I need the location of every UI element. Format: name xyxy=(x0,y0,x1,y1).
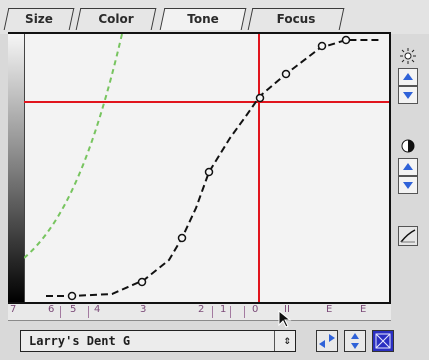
curve-point[interactable] xyxy=(317,41,327,51)
profile-label: Larry's Dent G xyxy=(29,334,131,348)
zone-tick-mark xyxy=(230,306,231,318)
zone-tick: E xyxy=(360,304,367,315)
mouse-pointer-icon xyxy=(278,309,292,332)
scale-button[interactable] xyxy=(344,330,366,352)
zone-tick-mark xyxy=(244,306,245,318)
tab-tone[interactable]: Tone xyxy=(159,8,247,30)
select-divider xyxy=(274,331,275,351)
zone-tick: II xyxy=(284,304,290,315)
tab-bar: Size Color Tone Focus xyxy=(0,0,429,34)
chevron-updown-icon: ⇕ xyxy=(283,333,291,347)
brightness-down-button[interactable] xyxy=(398,86,418,104)
scale-icon xyxy=(351,333,359,349)
zone-tick: E xyxy=(326,304,333,315)
zone-tick-mark xyxy=(88,306,89,318)
zone-tick: 4 xyxy=(94,304,101,315)
curve-point[interactable] xyxy=(137,277,147,287)
curve-point[interactable] xyxy=(177,233,187,243)
grid-button[interactable] xyxy=(372,330,394,352)
zone-tick-mark xyxy=(212,306,213,318)
contrast-up-button[interactable] xyxy=(398,158,418,176)
curve-point[interactable] xyxy=(204,167,214,177)
zone-tick: 7 xyxy=(10,304,17,315)
contrast-icon xyxy=(400,138,416,158)
tab-size-label: Size xyxy=(25,12,53,26)
arrows-icon xyxy=(319,334,335,348)
zone-tick: 1 xyxy=(220,304,227,315)
sun-icon xyxy=(398,48,418,68)
zone-tick: 6 xyxy=(48,304,55,315)
contrast-down-button[interactable] xyxy=(398,176,418,194)
tab-color-label: Color xyxy=(98,12,134,26)
curve-point[interactable] xyxy=(281,69,291,79)
tab-focus-label: Focus xyxy=(276,12,316,26)
tab-size[interactable]: Size xyxy=(3,8,75,30)
curve-point[interactable] xyxy=(67,291,77,301)
zone-tick-mark xyxy=(60,306,61,318)
grid-icon xyxy=(375,333,391,349)
brightness-up-button[interactable] xyxy=(398,68,418,86)
curve-point[interactable] xyxy=(341,35,351,45)
zone-tick: 3 xyxy=(140,304,147,315)
tab-focus[interactable]: Focus xyxy=(247,8,345,30)
tone-gradient-bar xyxy=(8,34,25,302)
tone-curve-plot[interactable] xyxy=(24,34,389,302)
curve-button[interactable] xyxy=(398,226,418,246)
tone-graph-frame xyxy=(8,32,391,304)
zone-tick: 0 xyxy=(252,304,259,315)
profile-select[interactable]: Larry's Dent G ⇕ xyxy=(20,330,296,352)
curve-point[interactable] xyxy=(255,93,265,103)
steps-button[interactable] xyxy=(316,330,338,352)
tab-color[interactable]: Color xyxy=(75,8,157,30)
tone-curve[interactable] xyxy=(46,39,379,297)
reference-curve xyxy=(24,34,123,259)
zone-tick: 2 xyxy=(198,304,205,315)
curve-icon xyxy=(400,229,416,243)
zone-tick: 5 xyxy=(70,304,77,315)
zone-scale: 7 6 5 4 3 2 1 0 II E E xyxy=(8,304,391,321)
tab-tone-label: Tone xyxy=(187,12,219,26)
